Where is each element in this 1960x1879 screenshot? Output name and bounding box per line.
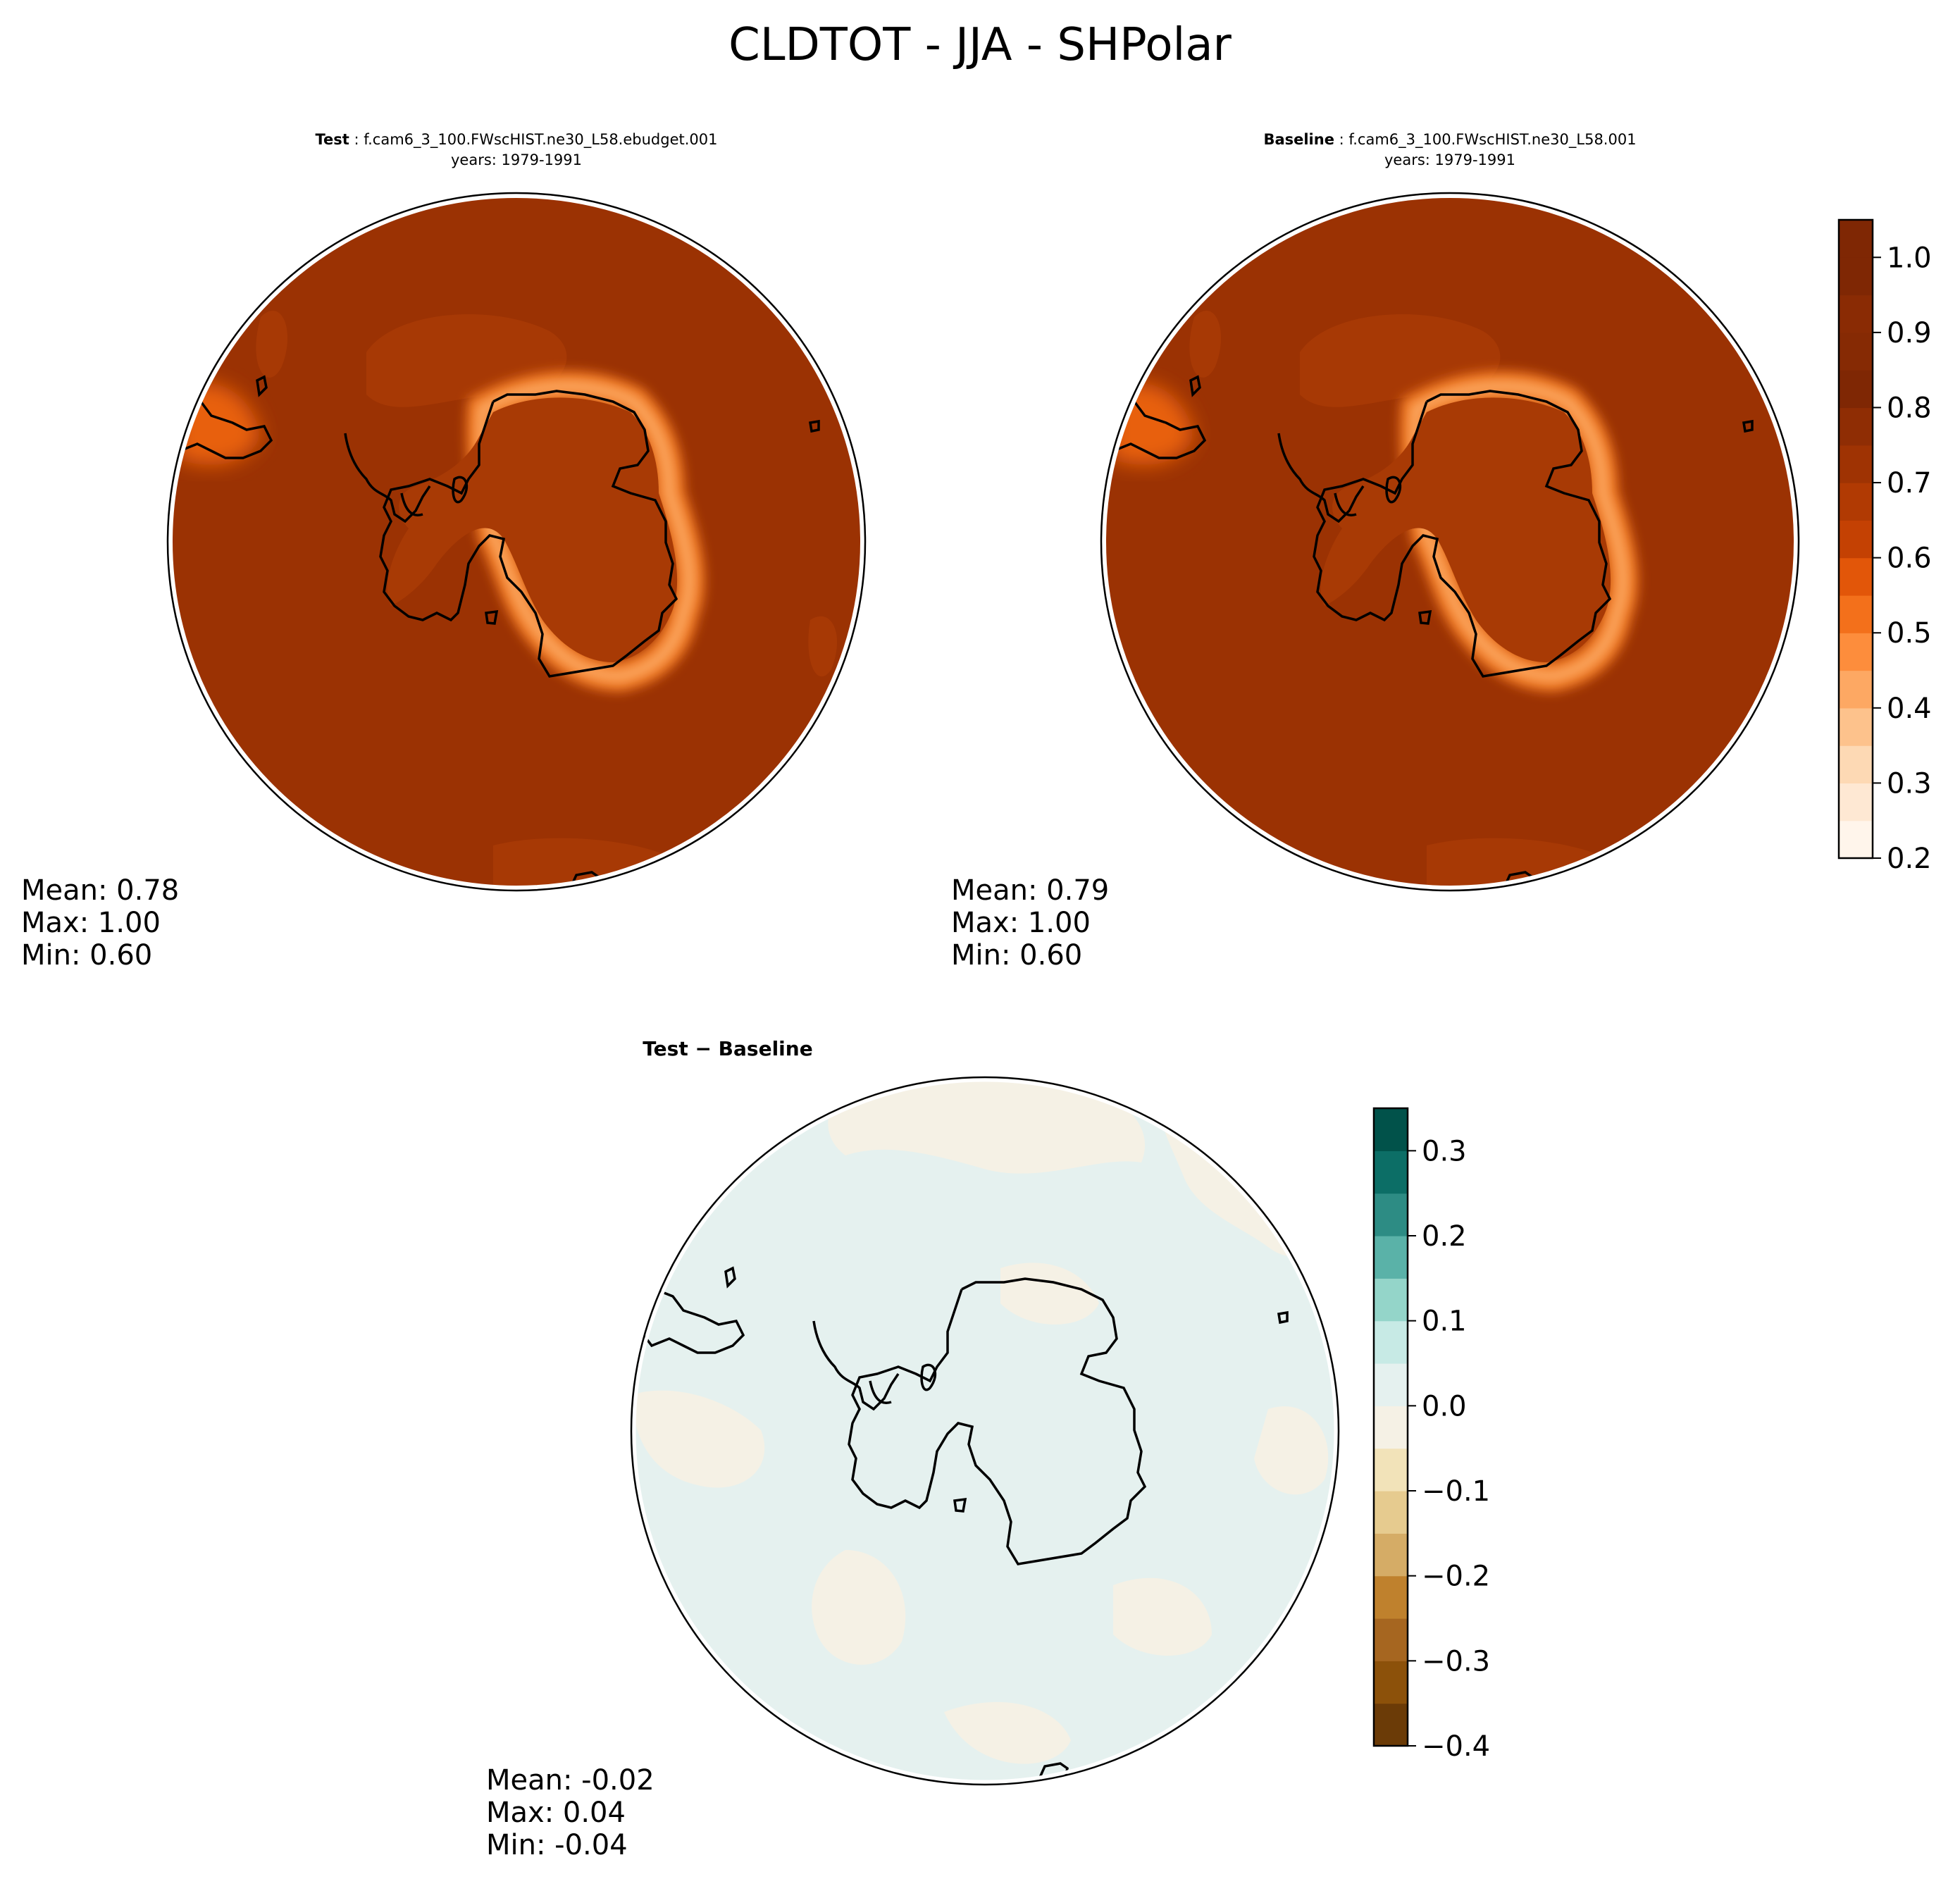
baseline-panel: Baseline : f.cam6_3_100.FWscHIST.ne30_L5…: [951, 131, 1800, 972]
test-panel: Test : f.cam6_3_100.FWscHIST.ne30_L58.eb…: [21, 131, 867, 972]
fields-colorbar-level-5: [1839, 633, 1873, 671]
test-map-boundary: [166, 192, 867, 892]
fields-colorbar-level-6: [1839, 595, 1873, 633]
test-min: Min: 0.60: [21, 939, 152, 972]
difference-mean: Mean: -0.02: [486, 1764, 655, 1797]
difference-max: Max: 0.04: [486, 1797, 626, 1829]
fields-colorbar-level-8: [1839, 520, 1873, 559]
fields-colorbar: 0.2 0.3 0.4 0.5 0.6 0.7 0.8 0.9 1.0: [1837, 218, 1932, 875]
difference-colorbar-level-9: [1374, 1320, 1408, 1364]
difference-colorbar-outline: [1372, 1107, 1409, 1747]
fields-colorbar-tick-label-2: 0.4: [1887, 693, 1932, 725]
test-map-rim-inner: [168, 194, 864, 890]
difference-map: [631, 1077, 1339, 1785]
difference-colorbar-level-0: [1374, 1703, 1408, 1747]
difference-map-boundary: [630, 1076, 1340, 1786]
difference-colorbar-level-3: [1374, 1575, 1408, 1619]
difference-colorbar-tick-label-6: 0.2: [1422, 1220, 1467, 1253]
fields-colorbar-level-10: [1839, 445, 1873, 483]
difference-colorbar-level-14: [1374, 1108, 1408, 1151]
fields-colorbar-level-1: [1839, 783, 1873, 821]
difference-colorbar-level-12: [1374, 1193, 1408, 1236]
baseline-coastlines: [1101, 375, 1754, 891]
difference-min: Min: -0.04: [486, 1829, 628, 1861]
baseline-antarctica-interior: [1320, 397, 1611, 662]
test-panel-title: Test : f.cam6_3_100.FWscHIST.ne30_L58.eb…: [316, 131, 718, 149]
baseline-mean: Mean: 0.79: [951, 874, 1109, 907]
difference-colorbar-level-5: [1374, 1491, 1408, 1534]
difference-colorbar-level-13: [1374, 1151, 1408, 1194]
test-panel-years: years: 1979-1991: [451, 151, 582, 168]
fields-colorbar-outline: [1837, 218, 1874, 860]
baseline-map: [1101, 193, 1799, 891]
fields-colorbar-tick-label-3: 0.5: [1887, 617, 1932, 650]
difference-colorbar-level-1: [1374, 1661, 1408, 1704]
test-map: [168, 193, 865, 891]
fields-colorbar-level-12: [1839, 370, 1873, 409]
difference-colorbar-tick-label-0: −0.4: [1422, 1730, 1490, 1763]
test-mean: Mean: 0.78: [21, 874, 179, 907]
fields-colorbar-level-14: [1839, 294, 1873, 333]
difference-coastlines: [640, 1266, 1289, 1783]
difference-colorbar-level-7: [1374, 1406, 1408, 1449]
difference-colorbar-tick-label-5: 0.1: [1422, 1306, 1467, 1338]
figure-title: CLDTOT - JJA - SHPolar: [728, 19, 1232, 71]
difference-colorbar-level-10: [1374, 1278, 1408, 1322]
difference-colorbar-level-11: [1374, 1236, 1408, 1279]
fields-colorbar-level-3: [1839, 707, 1873, 746]
fields-colorbar-level-7: [1839, 557, 1873, 596]
baseline-panel-years: years: 1979-1991: [1384, 151, 1515, 168]
fields-colorbar-level-13: [1839, 332, 1873, 371]
fields-colorbar-tick-label-4: 0.6: [1887, 542, 1932, 575]
baseline-panel-title: Baseline : f.cam6_3_100.FWscHIST.ne30_L5…: [1263, 131, 1636, 149]
difference-panel: Test − Baseline: [486, 1037, 1340, 1861]
difference-colorbar-tick-label-1: −0.3: [1422, 1645, 1490, 1678]
baseline-map-rim-inner: [1102, 194, 1798, 890]
baseline-min: Min: 0.60: [951, 939, 1082, 972]
test-antarctica-interior: [387, 397, 678, 662]
fields-colorbar-tick-label-7: 0.9: [1887, 317, 1932, 349]
difference-map-rim-inner: [632, 1078, 1338, 1784]
difference-colorbar-level-2: [1374, 1618, 1408, 1661]
difference-colorbar: −0.4 −0.3 −0.2 −0.1 0.0 0.1 0.2 0.3: [1372, 1107, 1490, 1763]
difference-colorbar-tick-label-2: −0.2: [1422, 1561, 1490, 1593]
fields-colorbar-tick-label-5: 0.7: [1887, 467, 1932, 500]
test-coastlines: [168, 375, 820, 891]
fields-colorbar-level-16: [1839, 220, 1873, 258]
difference-colorbar-level-8: [1374, 1363, 1408, 1406]
fields-colorbar-tick-label-8: 1.0: [1887, 242, 1932, 274]
fields-colorbar-level-11: [1839, 407, 1873, 446]
difference-colorbar-level-6: [1374, 1448, 1408, 1492]
difference-colorbar-tick-label-3: −0.1: [1422, 1475, 1490, 1508]
fields-colorbar-tick-label-1: 0.3: [1887, 767, 1932, 800]
difference-colorbar-level-4: [1374, 1533, 1408, 1577]
difference-colorbar-tick-label-7: 0.3: [1422, 1135, 1467, 1167]
fields-colorbar-level-9: [1839, 483, 1873, 521]
fields-colorbar-tick-label-0: 0.2: [1887, 843, 1932, 875]
test-max: Max: 1.00: [21, 907, 161, 939]
fields-colorbar-tick-label-6: 0.8: [1887, 392, 1932, 424]
baseline-map-boundary: [1100, 192, 1800, 892]
difference-colorbar-tick-label-4: 0.0: [1422, 1390, 1467, 1422]
difference-panel-title: Test − Baseline: [643, 1037, 812, 1060]
baseline-max: Max: 1.00: [951, 907, 1091, 939]
fields-colorbar-level-4: [1839, 670, 1873, 709]
fields-colorbar-level-0: [1839, 820, 1873, 859]
fields-colorbar-level-15: [1839, 257, 1873, 296]
fields-colorbar-level-2: [1839, 745, 1873, 784]
